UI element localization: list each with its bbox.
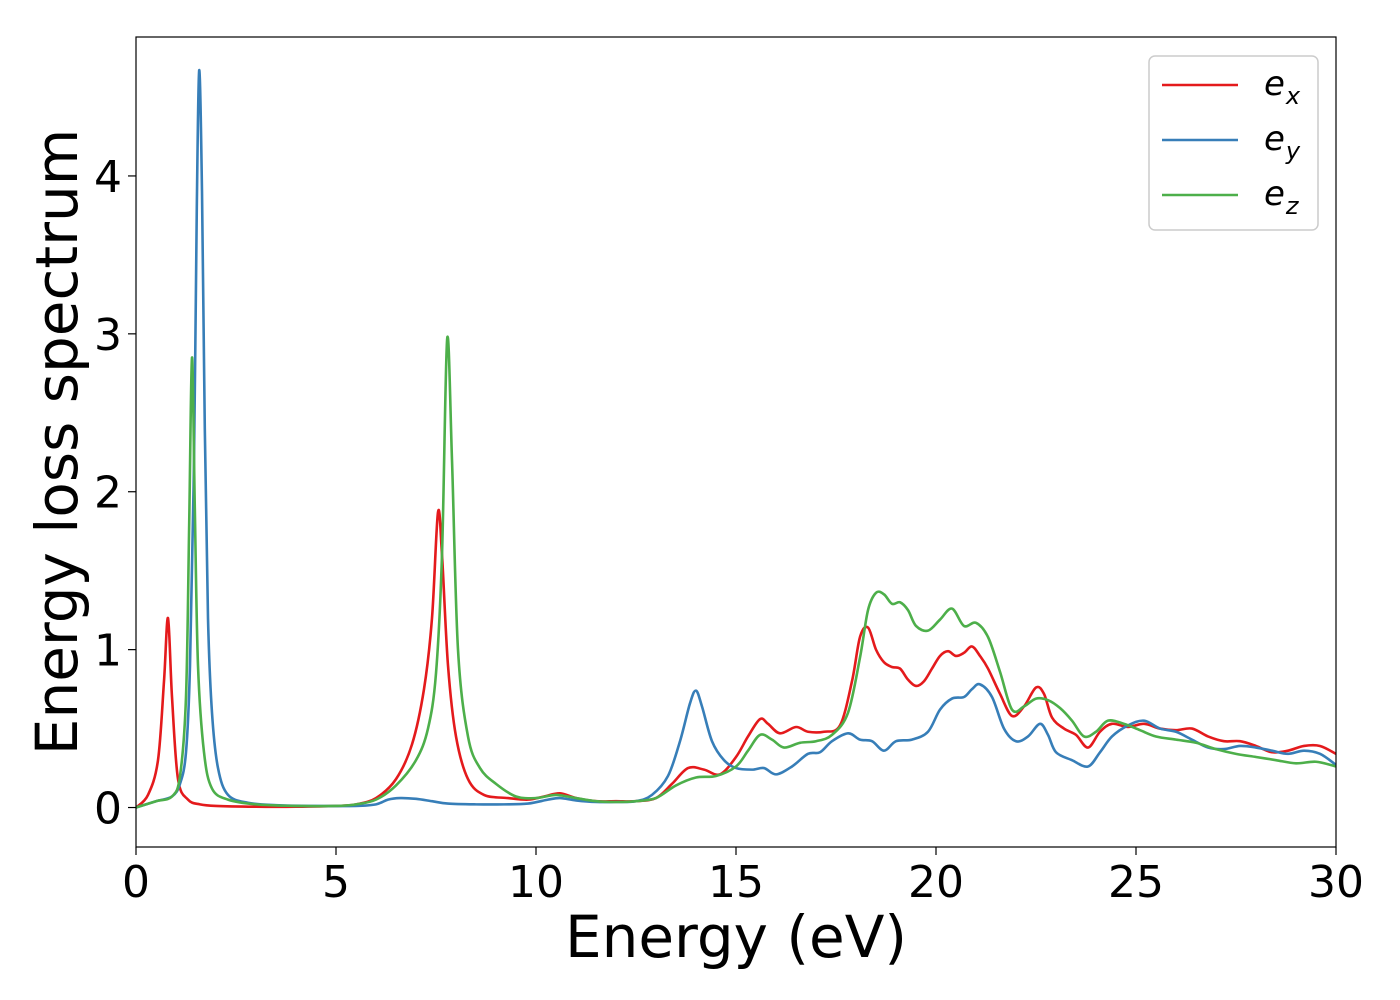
y-tick-label: 0 — [94, 784, 122, 835]
y-tick-label: 2 — [94, 468, 122, 519]
legend-frame — [1148, 55, 1319, 231]
x-tick-label: 20 — [908, 857, 964, 908]
y-tick-label: 4 — [94, 152, 122, 203]
series-line-ex — [136, 508, 1336, 809]
x-tick-label: 0 — [122, 857, 150, 908]
y-axis-title: Energy loss spectrum — [23, 129, 91, 755]
x-axis-ticks: 0 5 10 15 20 25 30 — [122, 847, 1364, 908]
x-tick-label: 15 — [708, 857, 764, 908]
x-tick-label: 30 — [1308, 857, 1364, 908]
x-tick-label: 5 — [322, 857, 350, 908]
plot-background — [136, 37, 1336, 847]
series-layer — [136, 68, 1336, 809]
y-axis-ticks: 0 1 2 3 4 — [94, 152, 136, 835]
x-tick-label: 10 — [508, 857, 564, 908]
y-tick-label: 3 — [94, 310, 122, 361]
series-line-ez — [136, 335, 1336, 809]
x-axis-title: Energy (eV) — [565, 903, 907, 971]
x-tick-label: 25 — [1108, 857, 1164, 908]
series-line-ey — [136, 68, 1336, 809]
y-tick-label: 1 — [94, 626, 122, 677]
